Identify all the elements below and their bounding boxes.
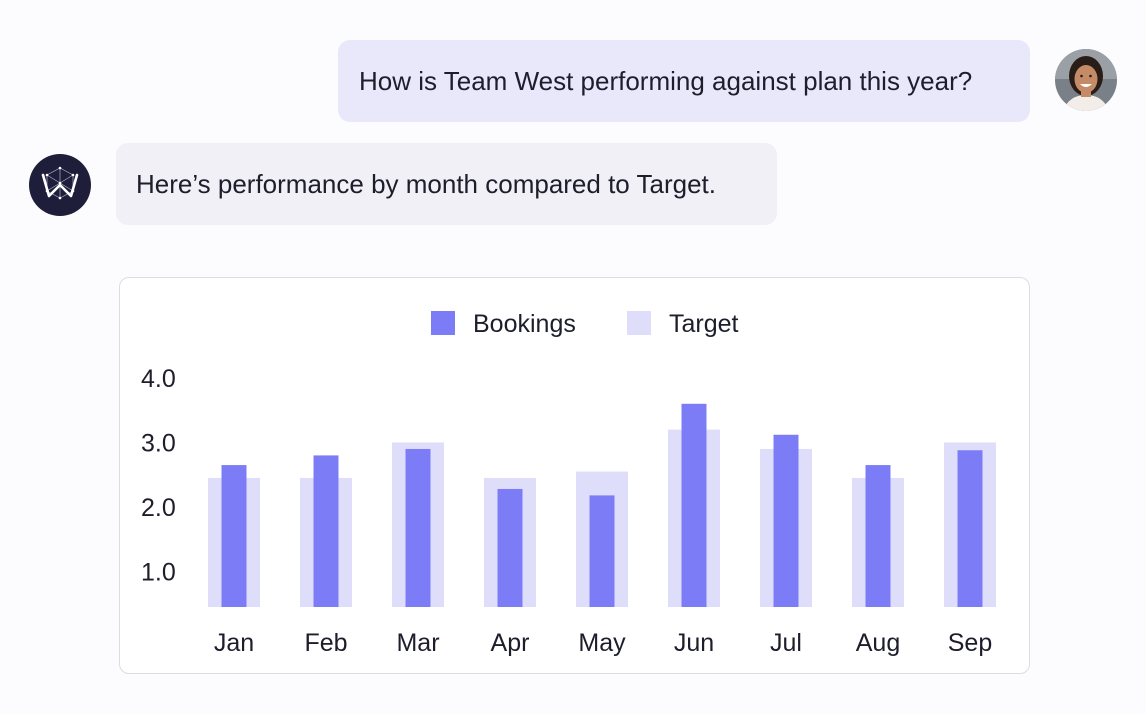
y-tick-label: 1.0 — [141, 559, 176, 587]
x-tick-label: Aug — [856, 629, 900, 657]
x-tick-label: Sep — [948, 629, 992, 657]
chart-card: 4.0 3.0 2.0 1.0 Jan Feb Mar Apr May Jun Jul Aug Sep B… — [119, 277, 1030, 674]
x-tick-label: May — [578, 629, 626, 657]
bookings-bar — [773, 434, 799, 607]
bookings-bar — [405, 448, 431, 607]
x-tick-label: Apr — [491, 629, 530, 657]
bookings-bar — [497, 488, 523, 607]
bookings-bar — [957, 450, 983, 607]
legend-label-bookings: Bookings — [473, 310, 576, 338]
user-avatar-icon — [1055, 49, 1117, 111]
x-tick-label: Jan — [214, 629, 254, 657]
y-tick-label: 3.0 — [141, 430, 176, 458]
y-tick-label: 4.0 — [141, 365, 176, 393]
assistant-message-bubble: Here’s performance by month compared to … — [116, 143, 777, 225]
bookings-bar — [589, 495, 615, 607]
legend-swatch-target — [627, 311, 651, 335]
bookings-bar — [865, 465, 891, 607]
assistant-message-text: Here’s performance by month compared to … — [136, 169, 716, 199]
x-tick-label: Feb — [304, 629, 347, 657]
user-message-text: How is Team West performing against plan… — [359, 66, 973, 96]
assistant-logo-icon — [29, 154, 91, 216]
bookings-bar — [313, 455, 339, 607]
x-tick-label: Jun — [674, 629, 714, 657]
x-tick-label: Jul — [770, 629, 802, 657]
legend-swatch-bookings — [431, 311, 455, 335]
x-tick-label: Mar — [396, 629, 439, 657]
bookings-bar — [681, 403, 707, 607]
bookings-bar — [221, 465, 247, 607]
user-message-bubble: How is Team West performing against plan… — [338, 40, 1030, 122]
bookings-vs-target-chart: 4.0 3.0 2.0 1.0 Jan Feb Mar Apr May Jun Jul Aug Sep B… — [141, 310, 996, 657]
y-tick-label: 2.0 — [141, 494, 176, 522]
legend-label-target: Target — [669, 310, 739, 338]
